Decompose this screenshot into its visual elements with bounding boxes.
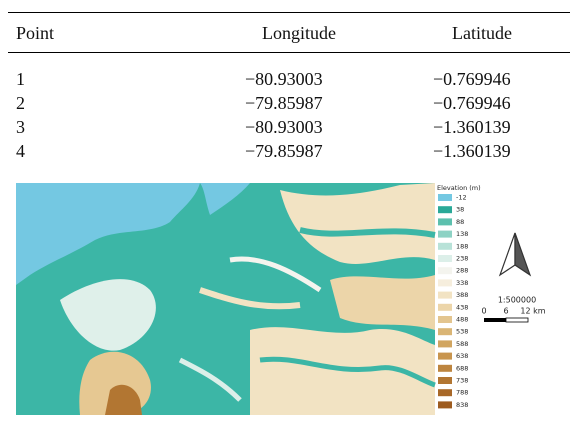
terrain bbox=[16, 183, 435, 415]
legend-label: 238 bbox=[456, 255, 468, 263]
map-figure: Elevation (m) -12 38 88 138 188 238 288 338 388 43… bbox=[0, 0, 579, 428]
legend-label: 538 bbox=[456, 328, 468, 336]
legend-label: -12 bbox=[456, 194, 467, 202]
legend-swatch bbox=[438, 243, 452, 250]
legend-swatch bbox=[438, 194, 452, 201]
legend-label: 138 bbox=[456, 230, 468, 238]
legend-swatch bbox=[438, 292, 452, 299]
scale-bar-label: 12 km bbox=[520, 307, 545, 316]
legend-swatch bbox=[438, 401, 452, 408]
legend-label: 88 bbox=[456, 218, 464, 226]
legend-swatch bbox=[438, 365, 452, 372]
legend-label: 738 bbox=[456, 377, 468, 385]
legend-label: 838 bbox=[456, 401, 468, 409]
legend-label: 288 bbox=[456, 267, 468, 275]
legend-swatch bbox=[438, 377, 452, 384]
north-arrow bbox=[500, 233, 530, 275]
legend-label: 188 bbox=[456, 242, 468, 250]
legend-swatch bbox=[438, 328, 452, 335]
legend-label: 38 bbox=[456, 206, 464, 214]
scale-bar-graphic bbox=[484, 318, 528, 322]
legend-swatch bbox=[438, 218, 452, 225]
scale-bar-label: 0 bbox=[481, 307, 486, 316]
legend-swatch bbox=[438, 316, 452, 323]
legend-swatch bbox=[438, 340, 452, 347]
legend-swatch bbox=[438, 353, 452, 360]
legend-swatch bbox=[438, 279, 452, 286]
legend-label: 638 bbox=[456, 352, 468, 360]
legend-label: 788 bbox=[456, 389, 468, 397]
page: PointLongitudeLatitude1−80.93003−0.76994… bbox=[0, 0, 579, 428]
legend-swatch bbox=[438, 255, 452, 262]
legend-title: Elevation (m) bbox=[437, 184, 481, 192]
legend-swatch bbox=[438, 206, 452, 213]
legend-swatch bbox=[438, 389, 452, 396]
legend: Elevation (m) -12 38 88 138 188 238 288 338 388 43… bbox=[437, 184, 481, 409]
legend-swatch bbox=[438, 304, 452, 311]
map-scale: 1:500000 bbox=[498, 296, 536, 305]
legend-label: 338 bbox=[456, 279, 468, 287]
scale-bar-label: 6 bbox=[503, 307, 508, 316]
legend-label: 688 bbox=[456, 364, 468, 372]
legend-label: 438 bbox=[456, 303, 468, 311]
legend-swatch bbox=[438, 231, 452, 238]
legend-label: 388 bbox=[456, 291, 468, 299]
legend-label: 588 bbox=[456, 340, 468, 348]
legend-swatch bbox=[438, 267, 452, 274]
legend-label: 488 bbox=[456, 316, 468, 324]
